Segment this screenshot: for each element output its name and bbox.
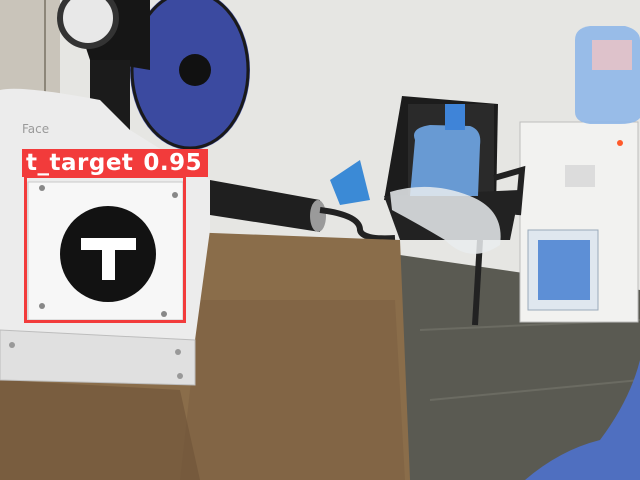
water-cooler: [519, 121, 639, 323]
detection-label: t_target 0.95: [22, 149, 209, 177]
detection-bounding-box: [24, 175, 186, 323]
wall-fan: [57, 0, 250, 150]
marker-face-label: Face: [22, 122, 49, 136]
water-bottle: [575, 26, 640, 124]
plastic-bag: [390, 186, 501, 254]
blue-cloth: [525, 360, 640, 480]
detection-confidence: 0.95: [143, 150, 203, 176]
water-bottle-chair: [410, 104, 481, 196]
hair-dryer: [210, 160, 396, 242]
detection-class-label: t_target: [26, 150, 134, 176]
